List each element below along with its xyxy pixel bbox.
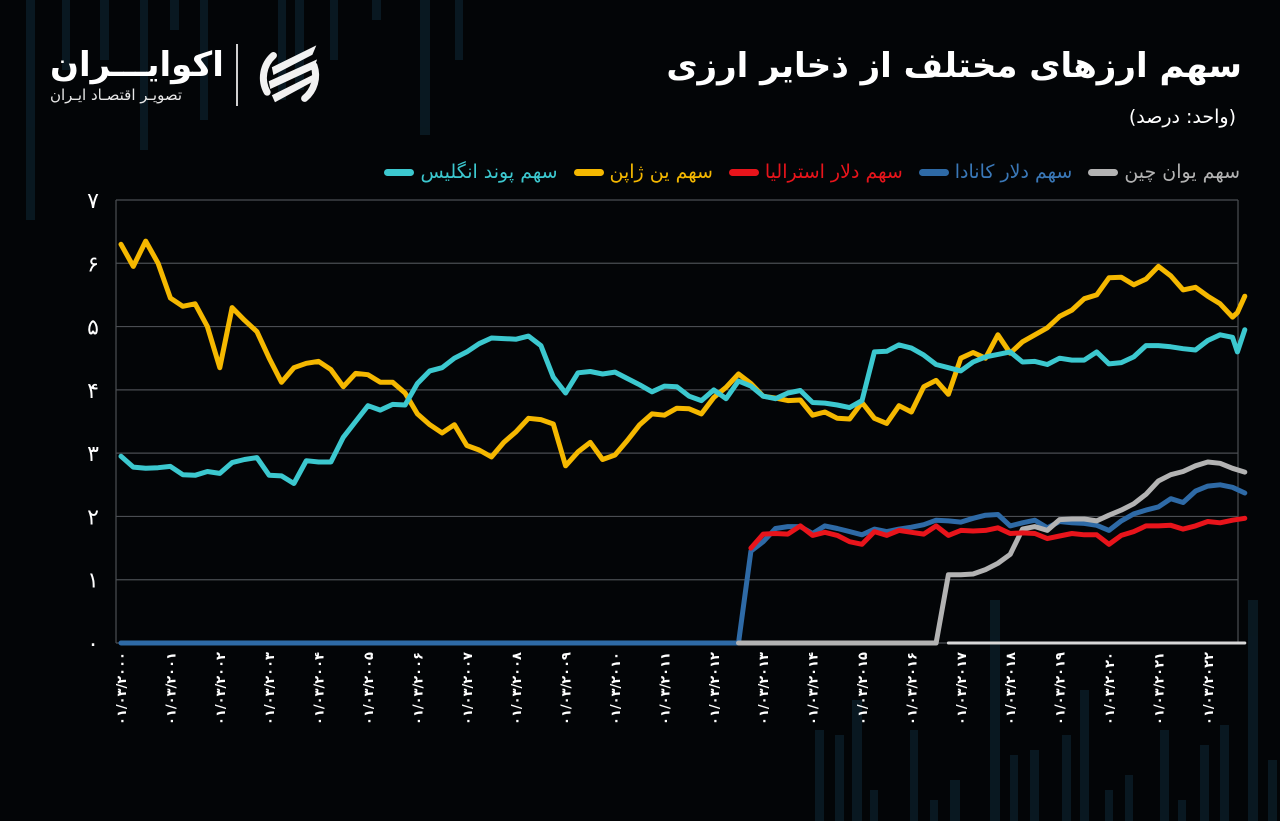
legend-item-gbp: سهم پوند انگلیس: [384, 161, 558, 183]
series-line-gbp: [118, 327, 1248, 486]
y-tick-label: ۵: [87, 316, 99, 341]
x-tick-label: ۰۱/۰۳/۲۰۲۱: [1152, 652, 1167, 725]
series-line-cny: [736, 459, 1248, 646]
y-tick-label: ۲: [87, 505, 99, 530]
logo-divider: [235, 44, 238, 106]
legend-swatch-cny: [1088, 168, 1119, 176]
chart-legend: سهم پوند انگلیس سهم ین ژاپن سهم دلار است…: [384, 155, 1240, 189]
series-line-jpy: [118, 238, 1248, 469]
logo-tagline: تصویـر اقتصـاد ایـران: [50, 86, 183, 104]
x-tick-label: ۰۱/۰۳/۲۰۰۴: [313, 652, 328, 725]
legend-item-jpy: سهم ین ژاپن: [573, 161, 713, 183]
x-tick-label: ۰۱/۰۳/۲۰۱۲: [708, 652, 723, 725]
logo-text: اکوایـــران تصویـر اقتصـاد ایـران: [50, 45, 224, 105]
series-line-cad: [118, 482, 1248, 646]
logo-name: اکوایـــران: [50, 45, 224, 85]
y-axis-ticks: ۰ ۱ ۲ ۳ ۴ ۵ ۶ ۷: [87, 189, 99, 657]
y-tick-label: ۶: [87, 252, 99, 277]
y-tick-label: ۴: [87, 379, 99, 404]
legend-label-aud: سهم دلار استرالیا: [764, 161, 903, 183]
y-tick-label: ۱: [87, 569, 99, 594]
x-tick-label: ۰۱/۰۳/۲۰۱۷: [955, 652, 970, 725]
x-tick-label: ۰۱/۰۳/۲۰۰۹: [560, 652, 575, 725]
y-tick-label: ۰: [87, 632, 99, 657]
x-tick-label: ۰۱/۰۳/۲۰۱۶: [905, 652, 920, 725]
logo-emblem-icon: [259, 45, 319, 103]
x-tick-label: ۰۱/۰۳/۲۰۰۰: [115, 652, 130, 725]
x-tick-label: ۰۱/۰۳/۲۰۱۰: [609, 652, 624, 725]
x-tick-label: ۰۱/۰۳/۲۰۰۵: [362, 652, 377, 725]
x-tick-label: ۰۱/۰۳/۲۰۰۸: [510, 652, 525, 725]
legend-label-gbp: سهم پوند انگلیس: [420, 161, 558, 183]
series-line-aud: [748, 515, 1248, 551]
y-tick-label: ۳: [87, 442, 99, 467]
x-tick-label: ۰۱/۰۳/۲۰۰۷: [461, 652, 476, 725]
legend-label-jpy: سهم ین ژاپن: [609, 161, 713, 183]
legend-label-cny: سهم یوان چین: [1124, 161, 1240, 183]
x-tick-label: ۰۱/۰۳/۲۰۱۱: [658, 652, 673, 725]
legend-item-cny: سهم یوان چین: [1088, 161, 1240, 183]
x-tick-label: ۰۱/۰۳/۲۰۰۲: [214, 652, 229, 725]
x-tick-label: ۰۱/۰۳/۲۰۱۴: [807, 652, 822, 725]
y-tick-label: ۷: [87, 189, 99, 214]
legend-item-aud: سهم دلار استرالیا: [728, 161, 903, 183]
chart-gridlines: [115, 199, 1239, 644]
x-axis-ticks: ۰۱/۰۳/۲۰۰۰ ۰۱/۰۳/۲۰۰۱ ۰۱/۰۳/۲۰۰۲ ۰۱/۰۳/۲۰۰۳…: [115, 652, 1217, 725]
legend-swatch-gbp: [384, 168, 415, 176]
x-tick-label: ۰۱/۰۳/۲۰۱۹: [1054, 652, 1069, 725]
x-tick-label: ۰۱/۰۳/۲۰۱۵: [856, 652, 871, 725]
x-tick-label: ۰۱/۰۳/۲۰۰۱: [164, 652, 179, 725]
x-tick-label: ۰۱/۰۳/۲۰۰۳: [263, 652, 278, 725]
chart-unit-subtitle: (واحد: درصد): [1128, 106, 1236, 128]
legend-swatch-cad: [918, 168, 949, 176]
legend-swatch-aud: [728, 168, 759, 176]
x-tick-label: ۰۱/۰۳/۲۰۱۳: [757, 652, 772, 725]
x-tick-label: ۰۱/۰۳/۲۰۲۰: [1103, 652, 1118, 725]
chart-title: سهم ارزهای مختلف از ذخایر ارزی: [666, 46, 1242, 86]
brand-logo: اکوایـــران تصویـر اقتصـاد ایـران: [50, 35, 328, 115]
x-tick-label: ۰۱/۰۳/۲۰۰۶: [411, 652, 426, 725]
chart-series-lines: [118, 238, 1248, 646]
legend-label-cad: سهم دلار کانادا: [954, 161, 1073, 183]
legend-item-cad: سهم دلار کانادا: [918, 161, 1073, 183]
x-tick-label: ۰۱/۰۳/۲۰۱۸: [1004, 652, 1019, 725]
x-tick-label: ۰۱/۰۳/۲۰۲۲: [1202, 652, 1217, 725]
legend-swatch-jpy: [573, 168, 604, 176]
